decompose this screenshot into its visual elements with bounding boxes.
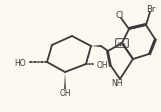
Text: NH: NH <box>111 79 123 88</box>
Text: OH: OH <box>59 89 71 98</box>
Text: Cl: Cl <box>116 11 124 20</box>
Text: Abs: Abs <box>117 41 127 46</box>
Text: Br: Br <box>146 5 156 14</box>
Text: HO: HO <box>14 58 26 67</box>
FancyBboxPatch shape <box>116 39 128 48</box>
Text: OH: OH <box>97 60 109 69</box>
Polygon shape <box>64 72 66 89</box>
Polygon shape <box>91 46 101 48</box>
